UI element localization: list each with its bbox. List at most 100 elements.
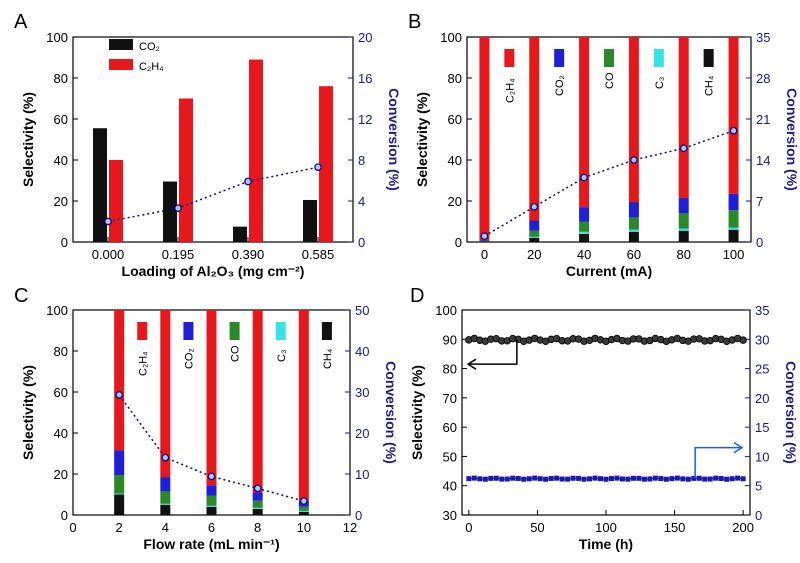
bar-c2h4 xyxy=(109,160,123,242)
stack-segment xyxy=(160,491,171,504)
stack-segment xyxy=(628,229,639,232)
legend-label: C₂H₄ xyxy=(137,351,149,376)
y2-tick-label: 12 xyxy=(358,112,372,127)
y2-tick-label: 21 xyxy=(756,112,770,127)
stack-segment xyxy=(678,197,689,214)
y2-tick-label: 10 xyxy=(355,467,369,482)
y2-tick-label: 20 xyxy=(355,426,369,441)
conversion-point xyxy=(510,475,516,481)
panel-b: B 0 20 40 60 80 100 0 7 14 21 28 35 0 20 40 60 80 100 Sele… xyxy=(408,11,800,279)
y-tick-label: 80 xyxy=(448,71,462,86)
y2-axis-label: Conversion (%) xyxy=(383,361,399,464)
legend-label: CH₄ xyxy=(322,348,334,369)
stack-segment xyxy=(628,202,639,218)
y2-tick-label: 50 xyxy=(355,303,369,318)
conversion-point xyxy=(603,476,609,482)
stack-segment xyxy=(298,511,309,515)
y-tick-label: 20 xyxy=(54,194,68,209)
stack-segment xyxy=(628,217,639,230)
conversion-point xyxy=(480,232,489,240)
conversion-point xyxy=(691,475,697,481)
y2-axis-label: Conversion (%) xyxy=(386,88,402,191)
y2-tick-label: 20 xyxy=(755,391,769,406)
x-tick-label: 8 xyxy=(254,520,261,535)
conversion-point xyxy=(499,476,505,482)
stack-segment xyxy=(678,37,689,198)
y-tick-label: 50 xyxy=(443,449,457,464)
conversion-point xyxy=(630,475,636,481)
x-tick-label: 60 xyxy=(627,247,641,262)
conversion-point xyxy=(104,217,112,226)
stack-segment xyxy=(529,230,540,237)
plot-frame xyxy=(72,36,354,243)
y2-tick-label: 30 xyxy=(755,332,769,347)
conversion-point xyxy=(707,476,713,482)
conversion-point xyxy=(482,476,488,482)
conversion-point xyxy=(576,475,582,481)
y-tick-label: 70 xyxy=(443,391,457,406)
y2-tick-label: 7 xyxy=(756,194,763,209)
conversion-point xyxy=(174,204,182,213)
y-tick-label: 100 xyxy=(440,30,462,45)
x-tick-label: 4 xyxy=(162,520,169,535)
y-axis-label: Selectivity (%) xyxy=(20,92,36,187)
conversion-point xyxy=(161,453,170,462)
stack-segment xyxy=(160,503,171,505)
stack-segment xyxy=(678,213,689,229)
arrow-to-left-axis xyxy=(468,339,518,365)
y-tick-label: 0 xyxy=(455,235,462,250)
conversion-point xyxy=(713,475,719,481)
legend-swatch xyxy=(653,49,664,67)
legend-swatch xyxy=(183,322,194,340)
stack-segment xyxy=(529,37,540,221)
stack-segment xyxy=(206,310,217,486)
x-tick-label: 0 xyxy=(69,520,76,535)
conversion-point xyxy=(658,476,664,482)
x-tick-label: 2 xyxy=(116,520,123,535)
y2-tick-label: 35 xyxy=(755,303,769,318)
stack-segment xyxy=(160,504,171,515)
y2-tick-label: 16 xyxy=(358,71,372,86)
panel-letter: D xyxy=(410,285,424,307)
conversion-point xyxy=(244,177,252,186)
conversion-point xyxy=(466,476,472,482)
y-tick-label: 40 xyxy=(54,153,68,168)
x-tick-label: 0.195 xyxy=(162,247,195,262)
stack-segment xyxy=(114,493,125,495)
conversion-point xyxy=(537,476,543,482)
bar-c2h4 xyxy=(249,59,263,242)
legend-label: CH₄ xyxy=(704,75,716,96)
panel-letter: C xyxy=(14,285,28,307)
y2-tick-label: 8 xyxy=(358,153,365,168)
bar-co2 xyxy=(233,226,247,242)
conversion-point xyxy=(652,475,658,481)
y-axis-label: Selectivity (%) xyxy=(409,365,425,460)
conversion-point xyxy=(207,472,216,481)
stack-segment xyxy=(252,492,263,501)
stack-segment xyxy=(579,207,590,222)
x-tick-label: 10 xyxy=(297,520,311,535)
x-tick-label: 0.000 xyxy=(92,247,125,262)
legend-swatch xyxy=(275,322,286,340)
y2-tick-label: 5 xyxy=(755,479,762,494)
y-tick-label: 60 xyxy=(443,420,457,435)
conversion-point xyxy=(674,475,680,481)
stack-segment xyxy=(529,220,540,231)
y2-tick-label: 20 xyxy=(358,30,372,45)
conversion-point xyxy=(488,475,494,481)
bar-c2h4 xyxy=(179,98,193,242)
y-tick-label: 60 xyxy=(54,112,68,127)
conversion-point xyxy=(521,476,527,482)
conversion-point xyxy=(598,476,604,482)
y2-tick-label: 40 xyxy=(355,344,369,359)
stack-segment xyxy=(114,310,125,451)
stack-segment xyxy=(728,193,739,211)
stack-segment xyxy=(114,450,125,476)
y-tick-label: 80 xyxy=(54,71,68,86)
stack-segment xyxy=(628,231,639,242)
stack-segment xyxy=(114,475,125,494)
stack-segment xyxy=(252,507,263,509)
x-tick-label: 40 xyxy=(577,247,591,262)
conversion-line xyxy=(484,130,734,237)
conversion-point xyxy=(669,476,675,482)
